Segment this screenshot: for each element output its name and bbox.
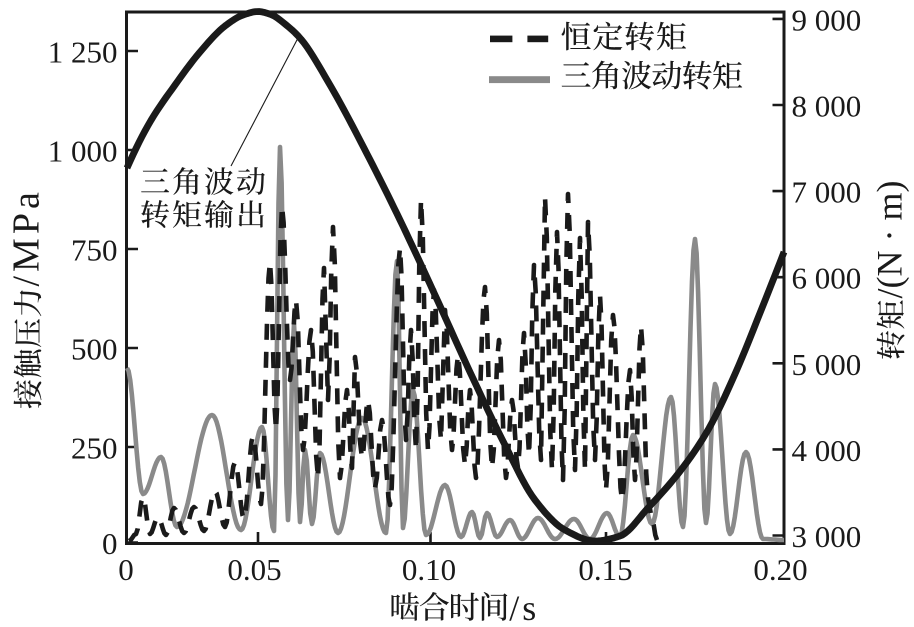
svg-text:/MPa: /MPa [5,188,47,286]
svg-text:7 000: 7 000 [792,175,862,210]
svg-text:8 000: 8 000 [792,89,862,124]
svg-text:6 000: 6 000 [792,261,862,296]
svg-text:3 000: 3 000 [792,519,862,554]
svg-text:/(N · m): /(N · m) [869,181,909,299]
svg-text:0.20: 0.20 [753,552,807,587]
svg-text:9 000: 9 000 [792,2,862,37]
svg-text:500: 500 [71,332,118,367]
svg-text:0.10: 0.10 [402,552,456,587]
svg-text:4 000: 4 000 [792,433,862,468]
svg-text:/s: /s [509,588,539,627]
svg-text:750: 750 [71,233,118,268]
svg-text:5 000: 5 000 [792,347,862,382]
svg-text:250: 250 [71,431,118,466]
svg-text:0.15: 0.15 [578,552,632,587]
svg-text:1 250: 1 250 [48,35,118,70]
svg-text:0.05: 0.05 [227,552,281,587]
svg-text:1 000: 1 000 [48,134,118,169]
svg-text:0: 0 [102,526,118,561]
svg-text:0: 0 [118,552,134,587]
